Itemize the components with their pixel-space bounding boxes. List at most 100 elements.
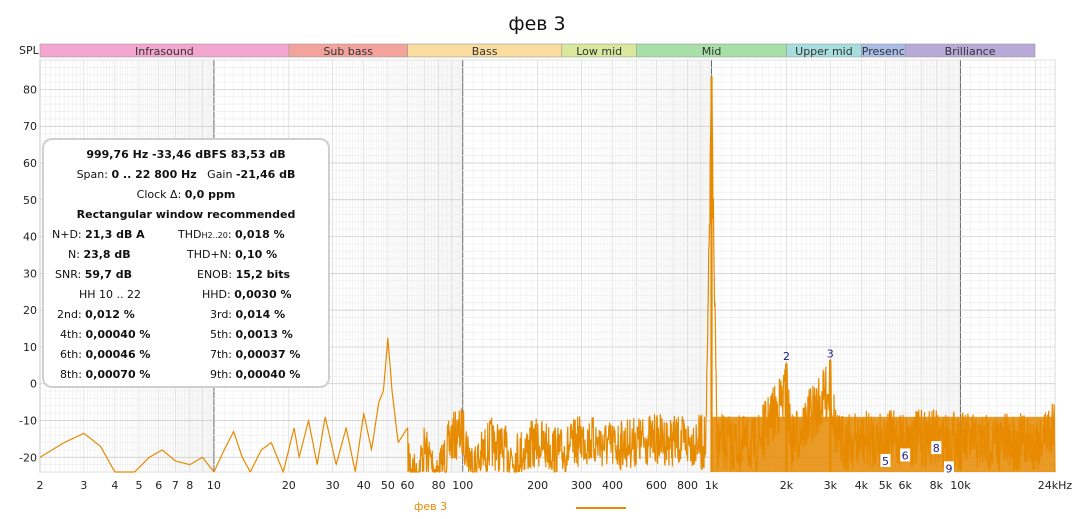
x-tick-label: 7 bbox=[172, 479, 179, 492]
h3-label: 3rd: bbox=[210, 308, 233, 321]
x-tick-label: 5 bbox=[136, 479, 143, 492]
band-label-5: Upper mid bbox=[795, 45, 853, 58]
frequency-band-bar: Infrasound Sub bass Bass Low mid Mid Upper mi… bbox=[39, 43, 1036, 58]
h7-label: 7th: bbox=[210, 348, 232, 361]
x-tick-label: 1k bbox=[705, 479, 719, 492]
band-label-1: Sub bass bbox=[323, 45, 373, 58]
marker-bg-5 bbox=[943, 461, 954, 475]
band-7 bbox=[904, 43, 1036, 58]
h7-stat: 7th: 0,00037 % bbox=[210, 348, 300, 361]
h7-value: 0,00037 % bbox=[235, 348, 301, 361]
h6-value: 0,00046 % bbox=[85, 348, 151, 361]
x-tick-label: 100 bbox=[452, 479, 473, 492]
h9-value: 0,00040 % bbox=[235, 368, 301, 381]
x-tick-label: 40 bbox=[357, 479, 371, 492]
y-tick-label: -20 bbox=[19, 451, 37, 464]
peak-readout: 999,76 Hz -33,46 dBFS 83,53 dB bbox=[86, 148, 286, 161]
harmonic-marker-6: 6 bbox=[902, 449, 909, 462]
h6-label: 6th: bbox=[60, 348, 82, 361]
marker-bg-3 bbox=[900, 448, 911, 462]
x-axis-ticks: 2 3 4 5 6 7 8 10 20 30 40 50 60 80 100 200 300 400 600 800 1… bbox=[37, 479, 1073, 492]
n-value: 23,8 dB bbox=[83, 248, 131, 261]
clock-line: Clock Δ: 0,0 ppm bbox=[44, 188, 328, 201]
h5-value: 0,0013 % bbox=[235, 328, 293, 341]
y-tick-label: 30 bbox=[23, 267, 37, 280]
span-gain-line: Span: 0 .. 22 800 Hz Gain -21,46 dB bbox=[44, 168, 328, 181]
band-label-7: Brilliance bbox=[945, 45, 996, 58]
enob-stat: ENOB: 15,2 bits bbox=[197, 268, 290, 281]
h8-stat: 8th: 0,00070 % bbox=[60, 368, 150, 381]
hh-range: HH 10 .. 22 bbox=[79, 288, 142, 301]
snr-stat: SNR: 59,7 dB bbox=[55, 268, 132, 281]
h2-label: 2nd: bbox=[57, 308, 82, 321]
x-tick-label: 2 bbox=[37, 479, 44, 492]
y-tick-label: 80 bbox=[23, 83, 37, 96]
thdn-label: THD+N: bbox=[187, 248, 232, 261]
harmonic-markers: 2 35 689 bbox=[783, 348, 954, 475]
x-tick-label: 5k bbox=[879, 479, 893, 492]
band-label-6: Presenc bbox=[862, 45, 905, 58]
x-tick-label: 6k bbox=[899, 479, 913, 492]
h4-stat: 4th: 0,00040 % bbox=[60, 328, 150, 341]
hhd-value: 0,0030 % bbox=[234, 288, 292, 301]
x-tick-label: 8k bbox=[930, 479, 944, 492]
x-tick-label: 80 bbox=[432, 479, 446, 492]
h6-stat: 6th: 0,00046 % bbox=[60, 348, 150, 361]
x-tick-label: 6 bbox=[155, 479, 162, 492]
y-tick-label: 40 bbox=[23, 231, 37, 244]
thd-sub: H2..20 bbox=[201, 231, 228, 240]
gain-value: -21,46 dB bbox=[235, 168, 296, 181]
x-tick-label: 3k bbox=[824, 479, 838, 492]
h3-stat: 3rd: 0,014 % bbox=[210, 308, 285, 321]
h9-stat: 9th: 0,00040 % bbox=[210, 368, 300, 381]
n-stat: N: 23,8 dB bbox=[68, 248, 131, 261]
thdn-stat: THD+N: 0,10 % bbox=[187, 248, 277, 261]
x-tick-label: 50 bbox=[381, 479, 395, 492]
h4-value: 0,00040 % bbox=[85, 328, 151, 341]
h4-label: 4th: bbox=[60, 328, 82, 341]
band-label-2: Bass bbox=[472, 45, 498, 58]
harmonic-marker-3: 3 bbox=[827, 348, 834, 361]
legend-swatch bbox=[576, 507, 626, 509]
n-label: N: bbox=[68, 248, 80, 261]
x-tick-label: 24kHz bbox=[1038, 479, 1073, 492]
span-value: 0 .. 22 800 Hz bbox=[111, 168, 197, 181]
h5-stat: 5th: 0,0013 % bbox=[210, 328, 293, 341]
h2-stat: 2nd: 0,012 % bbox=[57, 308, 135, 321]
measurement-info-panel: 999,76 Hz -33,46 dBFS 83,53 dB Span: 0 .… bbox=[42, 138, 330, 388]
nd-value: 21,3 dB A bbox=[85, 228, 145, 241]
x-tick-label: 20 bbox=[282, 479, 296, 492]
marker-bg-2 bbox=[880, 453, 891, 467]
gain-label: Gain bbox=[207, 168, 233, 181]
harmonic-marker-9: 9 bbox=[945, 462, 952, 475]
x-tick-label: 2k bbox=[780, 479, 794, 492]
y-tick-label: 20 bbox=[23, 304, 37, 317]
band-label-3: Low mid bbox=[576, 45, 622, 58]
thdn-value: 0,10 % bbox=[235, 248, 278, 261]
y-tick-label: 10 bbox=[23, 341, 37, 354]
x-tick-label: 10k bbox=[950, 479, 971, 492]
h3-value: 0,014 % bbox=[235, 308, 286, 321]
x-tick-label: 60 bbox=[401, 479, 415, 492]
band-label-4: Mid bbox=[702, 45, 722, 58]
hhd-stat: HHD: 0,0030 % bbox=[202, 288, 292, 301]
x-tick-label: 30 bbox=[326, 479, 340, 492]
x-tick-label: 400 bbox=[602, 479, 623, 492]
thd-label: THD bbox=[178, 228, 202, 241]
h8-value: 0,00070 % bbox=[85, 368, 151, 381]
h2-value: 0,012 % bbox=[85, 308, 135, 321]
snr-value: 59,7 dB bbox=[84, 268, 132, 281]
snr-label: SNR: bbox=[55, 268, 82, 281]
x-tick-label: 4 bbox=[111, 479, 118, 492]
y-axis-label: SPL bbox=[19, 44, 40, 57]
h8-label: 8th: bbox=[60, 368, 82, 381]
harmonic-marker-5: 5 bbox=[882, 455, 889, 468]
y-tick-label: 70 bbox=[23, 120, 37, 133]
thd-value: 0,018 % bbox=[235, 228, 285, 241]
enob-label: ENOB: bbox=[197, 268, 233, 281]
y-tick-label: -10 bbox=[19, 415, 37, 428]
x-tick-label: 200 bbox=[527, 479, 548, 492]
x-tick-label: 600 bbox=[646, 479, 667, 492]
nd-stat: N+D: 21,3 dB A bbox=[52, 228, 145, 241]
